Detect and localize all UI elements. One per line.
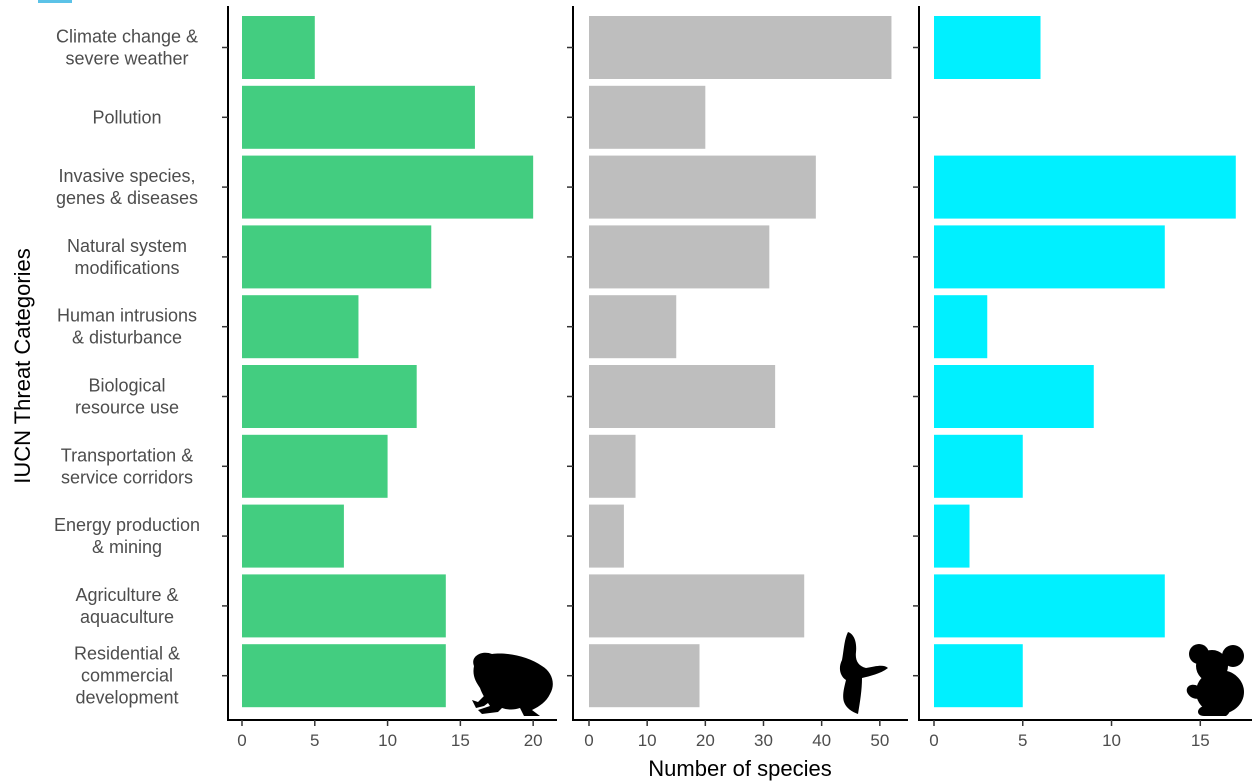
koala-icon bbox=[1186, 644, 1244, 716]
bar bbox=[589, 155, 816, 219]
category-label: Biological resource use bbox=[75, 376, 179, 418]
x-tick-label: 10 bbox=[1102, 731, 1121, 750]
bar bbox=[589, 295, 677, 359]
bar bbox=[242, 225, 432, 289]
bar bbox=[934, 16, 1041, 79]
bar bbox=[589, 85, 706, 149]
category-label-line: Residential & bbox=[74, 644, 180, 664]
bar bbox=[242, 434, 388, 498]
category-label: Energy production & mining bbox=[54, 515, 200, 557]
category-label-line: Energy production bbox=[54, 515, 200, 535]
bar bbox=[242, 504, 344, 568]
bar bbox=[934, 365, 1094, 428]
bar bbox=[242, 295, 359, 359]
category-label-line: & disturbance bbox=[72, 328, 182, 348]
panel-koala: 0 5 10 15 bbox=[913, 6, 1252, 750]
category-label-line: development bbox=[75, 688, 178, 708]
x-tick-label: 0 bbox=[584, 731, 593, 750]
frog-icon bbox=[472, 652, 553, 716]
x-tick-label: 10 bbox=[378, 731, 397, 750]
category-label-line: service corridors bbox=[61, 467, 193, 487]
x-tick-label: 50 bbox=[870, 731, 889, 750]
bar bbox=[934, 504, 970, 568]
bar bbox=[589, 434, 636, 498]
bar bbox=[589, 504, 624, 568]
category-label-line: aquaculture bbox=[80, 607, 174, 627]
bar bbox=[589, 574, 805, 638]
category-label: Transportation & service corridors bbox=[61, 445, 193, 487]
x-axis-title: Number of species bbox=[648, 756, 831, 781]
x-tick-label: 20 bbox=[696, 731, 715, 750]
x-tick-label: 5 bbox=[310, 731, 319, 750]
corner-marker bbox=[38, 0, 72, 3]
bar bbox=[589, 644, 700, 708]
bar bbox=[242, 155, 534, 219]
category-label: Climate change & severe weather bbox=[56, 27, 198, 69]
category-label-line: resource use bbox=[75, 398, 179, 418]
panel-frog: 0 5 10 15 20 bbox=[222, 6, 557, 750]
x-tick-label: 20 bbox=[524, 731, 543, 750]
bar bbox=[934, 644, 1023, 708]
category-label-line: & mining bbox=[92, 537, 162, 557]
x-tick-label: 5 bbox=[1018, 731, 1027, 750]
category-label: Human intrusions & disturbance bbox=[57, 306, 197, 348]
bar bbox=[934, 574, 1165, 638]
category-label-line: Human intrusions bbox=[57, 306, 197, 326]
category-label-line: commercial bbox=[81, 666, 173, 686]
bar bbox=[242, 644, 446, 708]
x-tick-label: 10 bbox=[638, 731, 657, 750]
category-label: Agriculture & aquaculture bbox=[75, 585, 178, 627]
panel-bird: 0 10 20 30 40 50 bbox=[567, 6, 908, 750]
bar bbox=[589, 16, 892, 79]
category-label-line: Biological bbox=[88, 376, 165, 396]
category-label-line: Climate change & bbox=[56, 27, 198, 47]
category-label: Natural system modifications bbox=[67, 236, 187, 278]
category-labels: Climate change & severe weather Pollution I… bbox=[54, 27, 200, 708]
category-label-line: modifications bbox=[74, 258, 179, 278]
bar bbox=[589, 225, 770, 289]
bar bbox=[242, 365, 417, 428]
bar bbox=[934, 155, 1236, 219]
category-label-line: Natural system bbox=[67, 236, 187, 256]
x-tick-label: 0 bbox=[237, 731, 246, 750]
y-axis-title: IUCN Threat Categories bbox=[10, 248, 35, 484]
bar bbox=[242, 574, 446, 638]
x-tick-label: 30 bbox=[754, 731, 773, 750]
x-tick-label: 15 bbox=[1191, 731, 1210, 750]
bar bbox=[934, 225, 1165, 289]
category-label-line: genes & diseases bbox=[56, 188, 198, 208]
bar bbox=[242, 85, 475, 149]
category-label-line: Transportation & bbox=[61, 445, 193, 465]
category-label-line: severe weather bbox=[65, 49, 188, 69]
category-label: Pollution bbox=[92, 107, 161, 127]
x-tick-label: 0 bbox=[929, 731, 938, 750]
category-label-line: Pollution bbox=[92, 107, 161, 127]
bar bbox=[934, 295, 988, 359]
chart-panels: 0 5 10 15 20 0 10 20 30 40 50 0 5 10 15 bbox=[222, 6, 1252, 750]
category-label-line: Invasive species, bbox=[58, 166, 195, 186]
bar bbox=[242, 16, 315, 79]
bird-icon bbox=[839, 632, 888, 714]
bar bbox=[934, 434, 1023, 498]
x-tick-label: 15 bbox=[451, 731, 470, 750]
category-label: Residential & commercial development bbox=[74, 644, 180, 708]
bar bbox=[589, 365, 776, 428]
category-label: Invasive species, genes & diseases bbox=[56, 166, 198, 208]
category-label-line: Agriculture & bbox=[75, 585, 178, 605]
x-tick-label: 40 bbox=[812, 731, 831, 750]
